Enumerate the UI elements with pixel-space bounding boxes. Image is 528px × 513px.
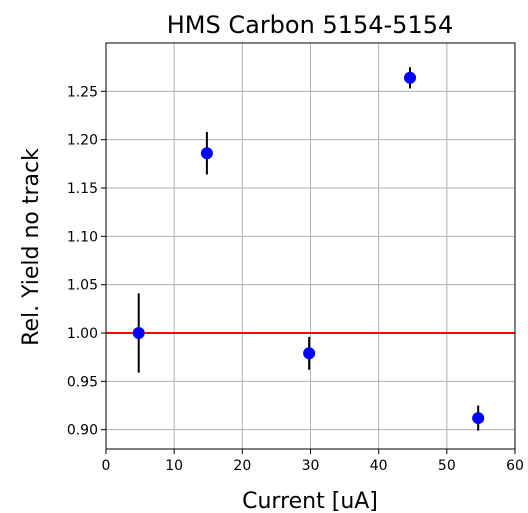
x-tick-label: 20 [233, 458, 251, 474]
x-axis-label: Current [uA] [242, 489, 378, 513]
data-point [404, 71, 417, 84]
y-axis-label: Rel. Yield no track [19, 148, 44, 346]
chart-title: HMS Carbon 5154-5154 [167, 11, 454, 39]
grid [105, 43, 516, 449]
y-tick-label: 1.10 [67, 229, 98, 245]
x-tick-label: 50 [438, 458, 456, 474]
x-tick-label: 30 [302, 458, 320, 474]
y-axis: 0.90 0.95 1.00 1.05 1.10 1.15 1.20 1.25 [67, 84, 106, 439]
y-tick-label: 1.25 [67, 84, 98, 100]
y-tick-label: 1.05 [67, 278, 98, 294]
error-bars [137, 67, 480, 431]
data-point [132, 327, 145, 339]
y-tick-label: 1.15 [67, 181, 98, 197]
data-point [472, 412, 485, 425]
y-tick-label: 1.20 [67, 133, 98, 149]
x-tick-label: 40 [370, 458, 388, 474]
x-tick-label: 60 [506, 458, 524, 474]
data-point [200, 147, 213, 160]
x-tick-label: 0 [102, 458, 111, 474]
x-axis: 0 10 20 30 40 50 60 [102, 449, 524, 474]
data-points [132, 71, 485, 425]
data-point [303, 347, 316, 360]
y-tick-label: 0.90 [67, 423, 98, 439]
y-tick-label: 0.95 [67, 374, 98, 390]
x-tick-label: 10 [165, 458, 183, 474]
y-tick-label: 1.00 [67, 326, 98, 342]
